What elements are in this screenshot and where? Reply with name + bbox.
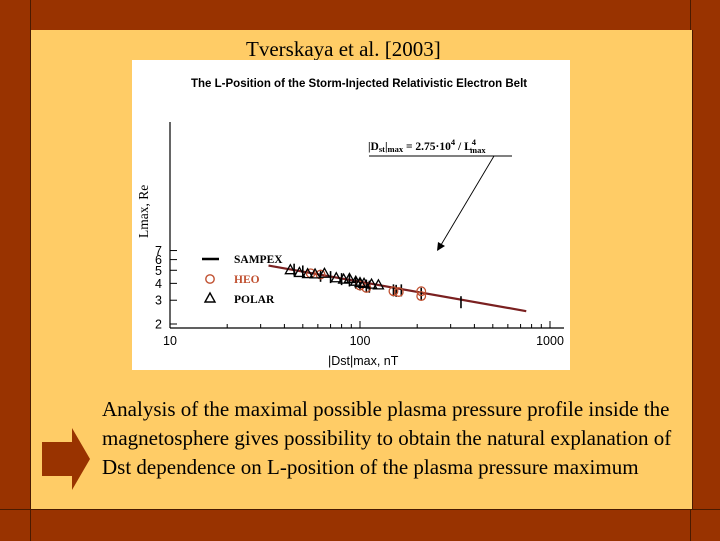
top-band: [0, 0, 720, 30]
citation: Tverskaya et al. [2003]: [246, 37, 441, 61]
legend-marker-polar: [203, 291, 217, 303]
chart-title: The L-Position of the Storm-Injected Rel…: [191, 78, 527, 90]
y-tick-label: 2: [155, 318, 162, 332]
chart-svg: The L-Position of the Storm-Injected Rel…: [136, 78, 564, 368]
x-tick-marks: 10 100 1000: [163, 321, 564, 348]
x-tick-label: 10: [163, 334, 177, 348]
bottom-band: [0, 509, 720, 541]
y-tick-label: 4: [155, 277, 162, 291]
heo-point: [416, 291, 427, 302]
y-tick-label: 5: [155, 264, 162, 278]
x-tick-label: 1000: [536, 334, 564, 348]
polar-point: [284, 263, 297, 275]
y-axis-label: Lmax, Re: [136, 185, 151, 238]
polar-point: [365, 277, 378, 289]
x-axis-label: |Dst|max, nT: [328, 354, 399, 368]
right-arrow-icon: [42, 428, 90, 490]
polar-point: [308, 267, 322, 279]
legend-label-sampex: SAMPEX: [234, 254, 283, 266]
equation-pointer-arrowhead: [437, 242, 445, 251]
chart-figure: The L-Position of the Storm-Injected Rel…: [132, 60, 570, 370]
legend-label-heo: HEO: [234, 274, 260, 286]
polar-point: [301, 267, 314, 279]
x-tick-label: 100: [350, 334, 371, 348]
heo-point: [416, 286, 427, 297]
heo-point: [388, 286, 399, 297]
polar-point: [318, 266, 331, 278]
polar-point: [357, 277, 371, 289]
legend-marker-heo: [205, 274, 215, 284]
equation-label: |Dst|max = 2.75·104 / L4 max: [368, 137, 486, 155]
heo-point: [393, 287, 404, 297]
polar-point: [343, 272, 356, 284]
legend: SAMPEX HEO POLAR: [202, 254, 283, 306]
y-tick-label: 6: [155, 253, 162, 267]
data-marks: [284, 263, 462, 309]
equation-pointer: [437, 155, 495, 251]
polar-point: [330, 271, 343, 283]
legend-label-polar: POLAR: [234, 294, 275, 306]
y-tick-label: 3: [155, 294, 162, 308]
body-text: Analysis of the maximal possible plasma …: [102, 397, 672, 479]
polar-point: [372, 278, 385, 290]
y-tick-label: 7: [155, 244, 162, 258]
polar-point: [293, 266, 306, 278]
heo-point: [315, 269, 326, 280]
